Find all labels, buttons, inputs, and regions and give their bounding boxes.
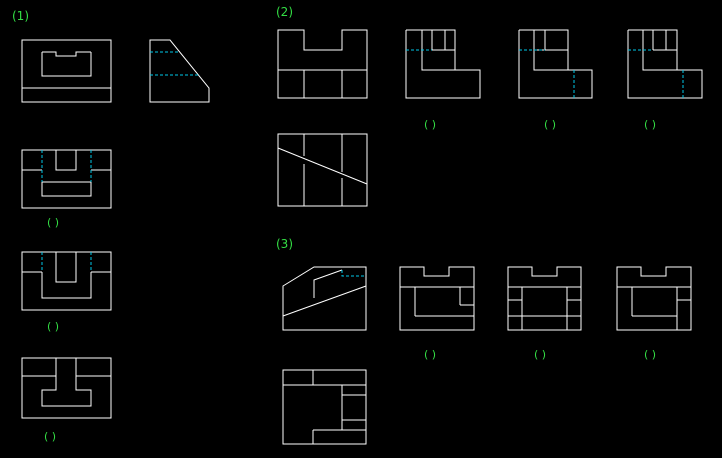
p2-front-view — [277, 29, 368, 99]
p3-option-a — [399, 266, 475, 331]
answer-blank[interactable]: ( ) — [47, 320, 59, 333]
label-problem-3: (3) — [276, 237, 293, 251]
answer-blank[interactable]: ( ) — [644, 348, 656, 361]
p2-option-b — [518, 29, 593, 99]
answer-blank[interactable]: ( ) — [644, 118, 656, 131]
p2-top-view — [277, 133, 368, 207]
answer-blank[interactable]: ( ) — [424, 348, 436, 361]
p2-option-c — [627, 29, 703, 99]
p2-option-a — [405, 29, 481, 99]
p1-option-c — [21, 357, 112, 419]
p3-top-view — [282, 369, 367, 445]
label-problem-2: (2) — [276, 5, 293, 19]
p1-front-view — [21, 39, 112, 103]
answer-blank[interactable]: ( ) — [47, 216, 59, 229]
p3-option-c — [616, 266, 692, 331]
answer-blank[interactable]: ( ) — [544, 118, 556, 131]
p1-option-b — [21, 251, 112, 311]
p3-option-b — [507, 266, 582, 331]
p3-front-view — [282, 266, 367, 331]
label-problem-1: (1) — [12, 9, 29, 23]
answer-blank[interactable]: ( ) — [534, 348, 546, 361]
p1-option-a — [21, 149, 112, 209]
answer-blank[interactable]: ( ) — [424, 118, 436, 131]
answer-blank[interactable]: ( ) — [44, 430, 56, 443]
p1-side-view — [149, 39, 210, 103]
